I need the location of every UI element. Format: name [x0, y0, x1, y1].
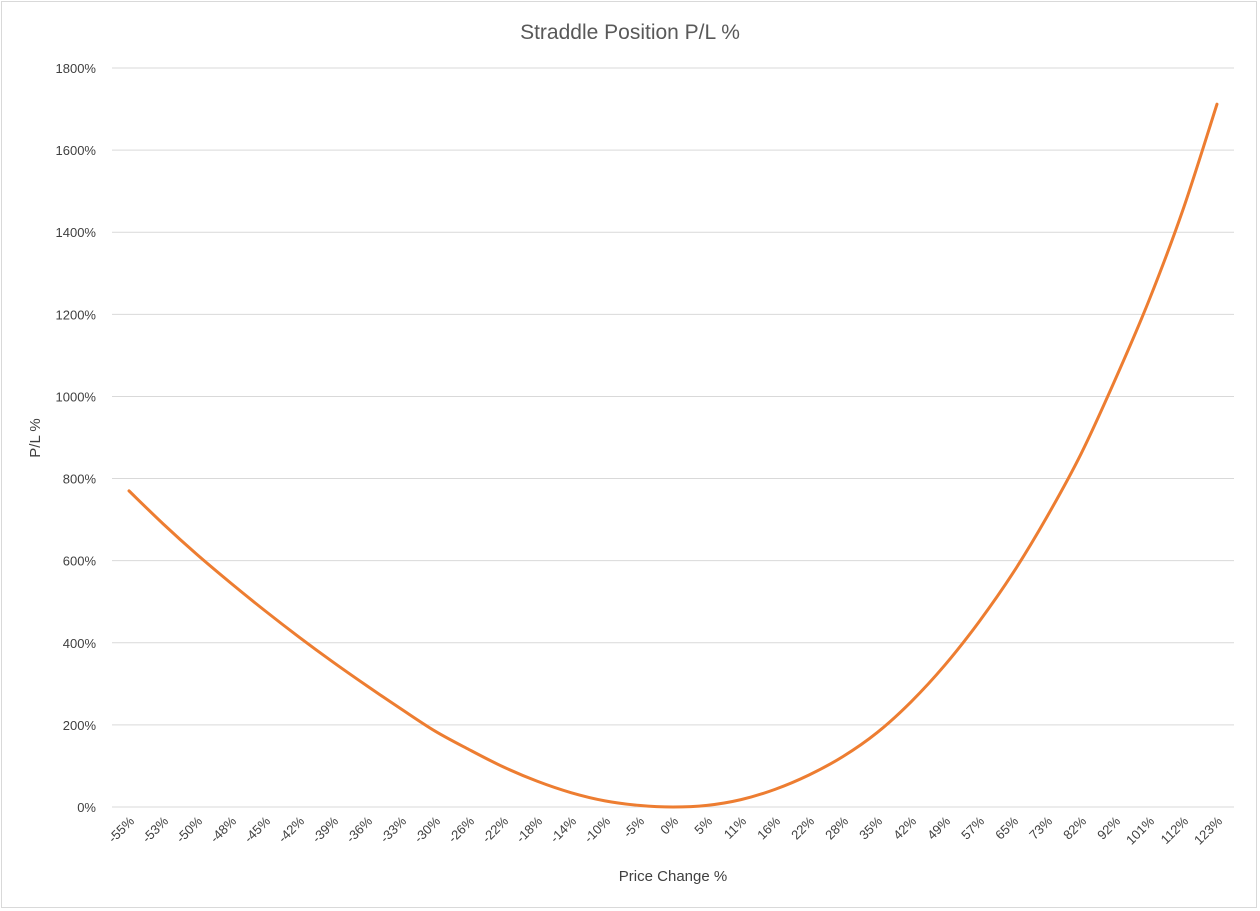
x-tick-label: -14% — [547, 813, 579, 845]
x-tick-label: -26% — [445, 813, 477, 845]
x-tick-label: 112% — [1158, 813, 1192, 847]
x-tick-label: 16% — [754, 813, 783, 842]
x-tick-label: -50% — [173, 813, 205, 845]
y-tick-label: 800% — [63, 472, 97, 487]
x-tick-label: 22% — [788, 813, 817, 842]
x-tick-label: -30% — [411, 813, 443, 845]
x-tick-label: 65% — [992, 813, 1021, 842]
x-tick-label: 0% — [657, 813, 681, 837]
y-tick-label: 400% — [63, 636, 97, 651]
x-tick-label: -45% — [241, 813, 273, 845]
x-tick-label: -39% — [309, 813, 341, 845]
x-tick-label: -42% — [275, 813, 307, 845]
gridlines — [112, 67, 1234, 808]
y-tick-label: 1800% — [56, 61, 97, 76]
x-tick-label: 11% — [721, 813, 750, 842]
x-tick-label: 35% — [856, 813, 885, 842]
y-tick-label: 1000% — [56, 389, 97, 404]
x-tick-label: 5% — [691, 813, 715, 837]
series-line — [127, 102, 1219, 809]
x-tick-label: 49% — [924, 813, 953, 842]
x-tick-label: 73% — [1026, 813, 1055, 842]
x-tick-label: 82% — [1060, 813, 1089, 842]
x-tick-label: -33% — [377, 813, 409, 845]
x-tick-label: 123% — [1191, 813, 1225, 847]
x-tick-label: 101% — [1123, 813, 1157, 847]
y-axis-label: P/L % — [27, 418, 44, 457]
chart-title: Straddle Position P/L % — [520, 21, 740, 44]
y-tick-label: 1400% — [56, 225, 97, 240]
y-tick-label: 200% — [63, 718, 97, 733]
x-tick-label: -22% — [479, 813, 511, 845]
x-tick-label: 28% — [822, 813, 851, 842]
y-tick-label: 0% — [77, 800, 96, 815]
x-tick-label: 92% — [1094, 813, 1123, 842]
y-tick-label: 600% — [63, 554, 97, 569]
x-tick-label: -10% — [581, 813, 613, 845]
x-tick-label: -53% — [139, 813, 171, 845]
y-tick-labels: 0% 200% 400% 600% 800% 1000% 1200% 1400% 1600% 18… — [56, 61, 97, 815]
x-tick-label: -48% — [207, 813, 239, 845]
x-tick-labels: -55% -53% -50% -48% -45% -42% -39% -36% -33% -30%… — [105, 813, 1225, 847]
x-tick-label: 42% — [890, 813, 919, 842]
y-tick-label: 1600% — [56, 143, 97, 158]
x-tick-label: -5% — [620, 813, 647, 840]
x-tick-label: 57% — [958, 813, 987, 842]
y-tick-label: 1200% — [56, 307, 97, 322]
x-tick-label: -55% — [105, 813, 137, 845]
x-tick-label: -18% — [513, 813, 545, 845]
x-tick-label: -36% — [343, 813, 375, 845]
x-axis-label: Price Change % — [619, 868, 727, 885]
